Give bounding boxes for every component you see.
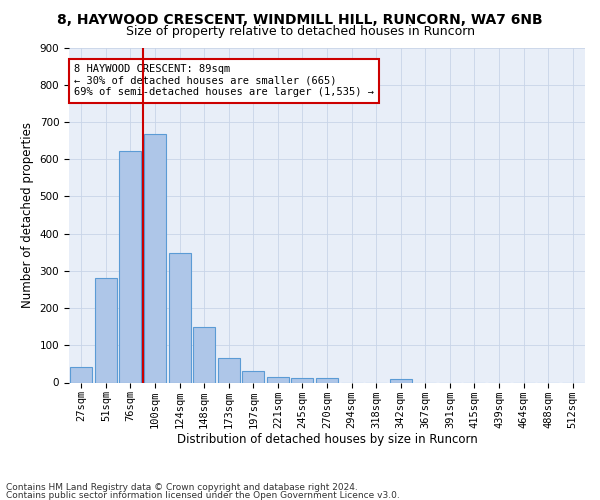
Bar xyxy=(144,134,166,382)
Y-axis label: Number of detached properties: Number of detached properties xyxy=(21,122,34,308)
Text: Contains HM Land Registry data © Crown copyright and database right 2024.: Contains HM Land Registry data © Crown c… xyxy=(6,484,358,492)
Text: 8, HAYWOOD CRESCENT, WINDMILL HILL, RUNCORN, WA7 6NB: 8, HAYWOOD CRESCENT, WINDMILL HILL, RUNC… xyxy=(57,12,543,26)
Bar xyxy=(389,379,412,382)
Bar xyxy=(193,328,215,382)
X-axis label: Distribution of detached houses by size in Runcorn: Distribution of detached houses by size … xyxy=(176,433,478,446)
Bar xyxy=(119,151,142,382)
Bar xyxy=(169,253,191,382)
Bar xyxy=(70,367,92,382)
Text: Contains public sector information licensed under the Open Government Licence v3: Contains public sector information licen… xyxy=(6,490,400,500)
Bar xyxy=(218,358,240,382)
Bar xyxy=(95,278,117,382)
Bar xyxy=(316,378,338,382)
Bar xyxy=(292,378,313,382)
Text: 8 HAYWOOD CRESCENT: 89sqm
← 30% of detached houses are smaller (665)
69% of semi: 8 HAYWOOD CRESCENT: 89sqm ← 30% of detac… xyxy=(74,64,374,98)
Bar xyxy=(267,377,289,382)
Bar xyxy=(242,372,265,382)
Text: Size of property relative to detached houses in Runcorn: Size of property relative to detached ho… xyxy=(125,25,475,38)
